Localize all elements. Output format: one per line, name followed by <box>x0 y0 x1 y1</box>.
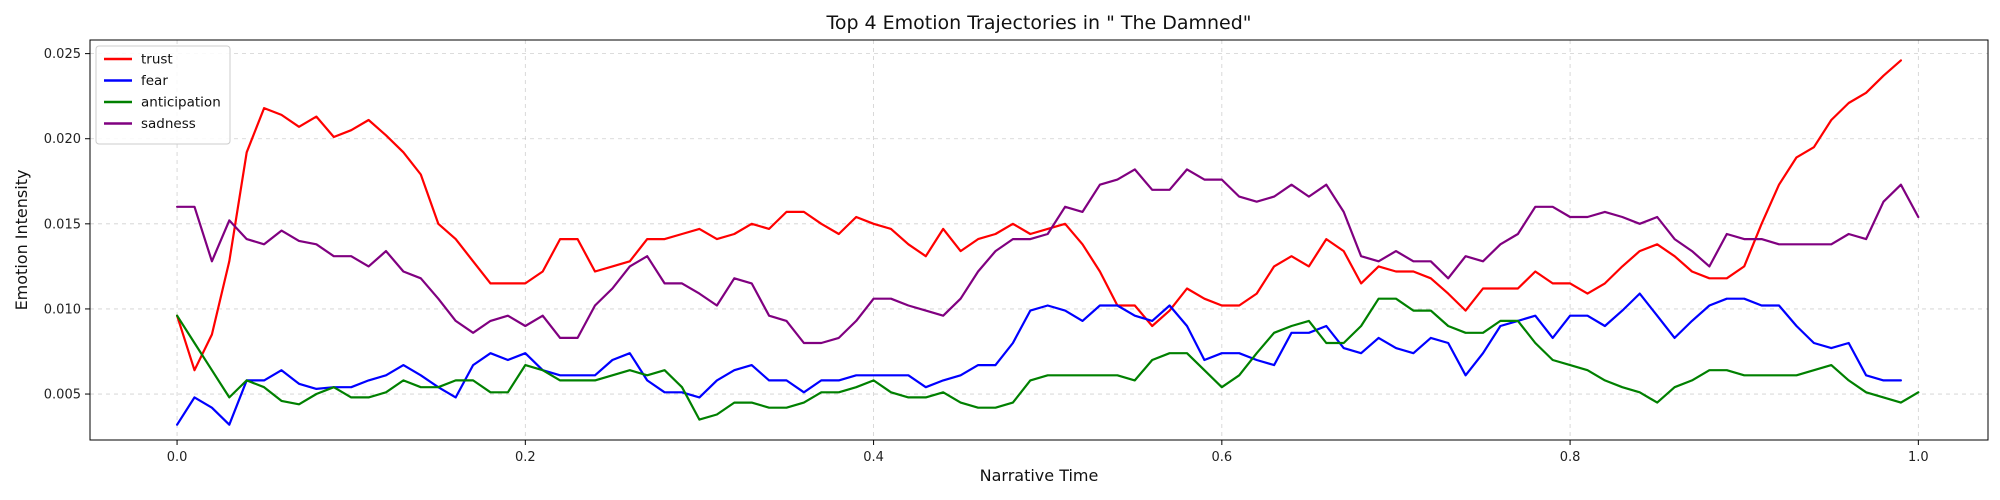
y-tick-label: 0.010 <box>44 302 81 317</box>
legend-label-trust: trust <box>141 52 173 68</box>
y-tick-label: 0.005 <box>44 388 81 403</box>
legend-label-sadness: sadness <box>141 116 196 132</box>
series-lines <box>176 59 1920 426</box>
grid <box>90 40 1988 440</box>
y-tick-label: 0.025 <box>44 47 81 62</box>
series-line-trust <box>176 59 1903 372</box>
legend-label-fear: fear <box>141 73 168 89</box>
y-tick-label: 0.020 <box>44 132 81 147</box>
legend-box <box>95 45 231 145</box>
y-axis-ticks: 0.005 0.010 0.015 0.020 0.025 <box>44 47 90 403</box>
x-axis-label: Narrative Time <box>980 466 1099 485</box>
chart-title: Top 4 Emotion Trajectories in " The Damn… <box>825 12 1251 34</box>
y-axis-label: Emotion Intensity <box>12 170 31 311</box>
x-tick-label: 0.8 <box>1560 450 1581 465</box>
series-line-sadness <box>176 168 1920 345</box>
x-tick-label: 0.0 <box>167 450 188 465</box>
x-tick-label: 1.0 <box>1908 450 1929 465</box>
x-tick-label: 0.4 <box>863 450 884 465</box>
y-tick-label: 0.015 <box>44 217 81 232</box>
legend: trust fear anticipation sadness <box>95 45 231 145</box>
x-tick-label: 0.6 <box>1211 450 1232 465</box>
series-line-anticipation <box>176 297 1920 421</box>
x-axis-ticks: 0.0 0.2 0.4 0.6 0.8 1.0 <box>167 440 1929 465</box>
legend-label-anticipation: anticipation <box>141 95 221 111</box>
x-tick-label: 0.2 <box>515 450 536 465</box>
plot-frame <box>89 39 1989 441</box>
